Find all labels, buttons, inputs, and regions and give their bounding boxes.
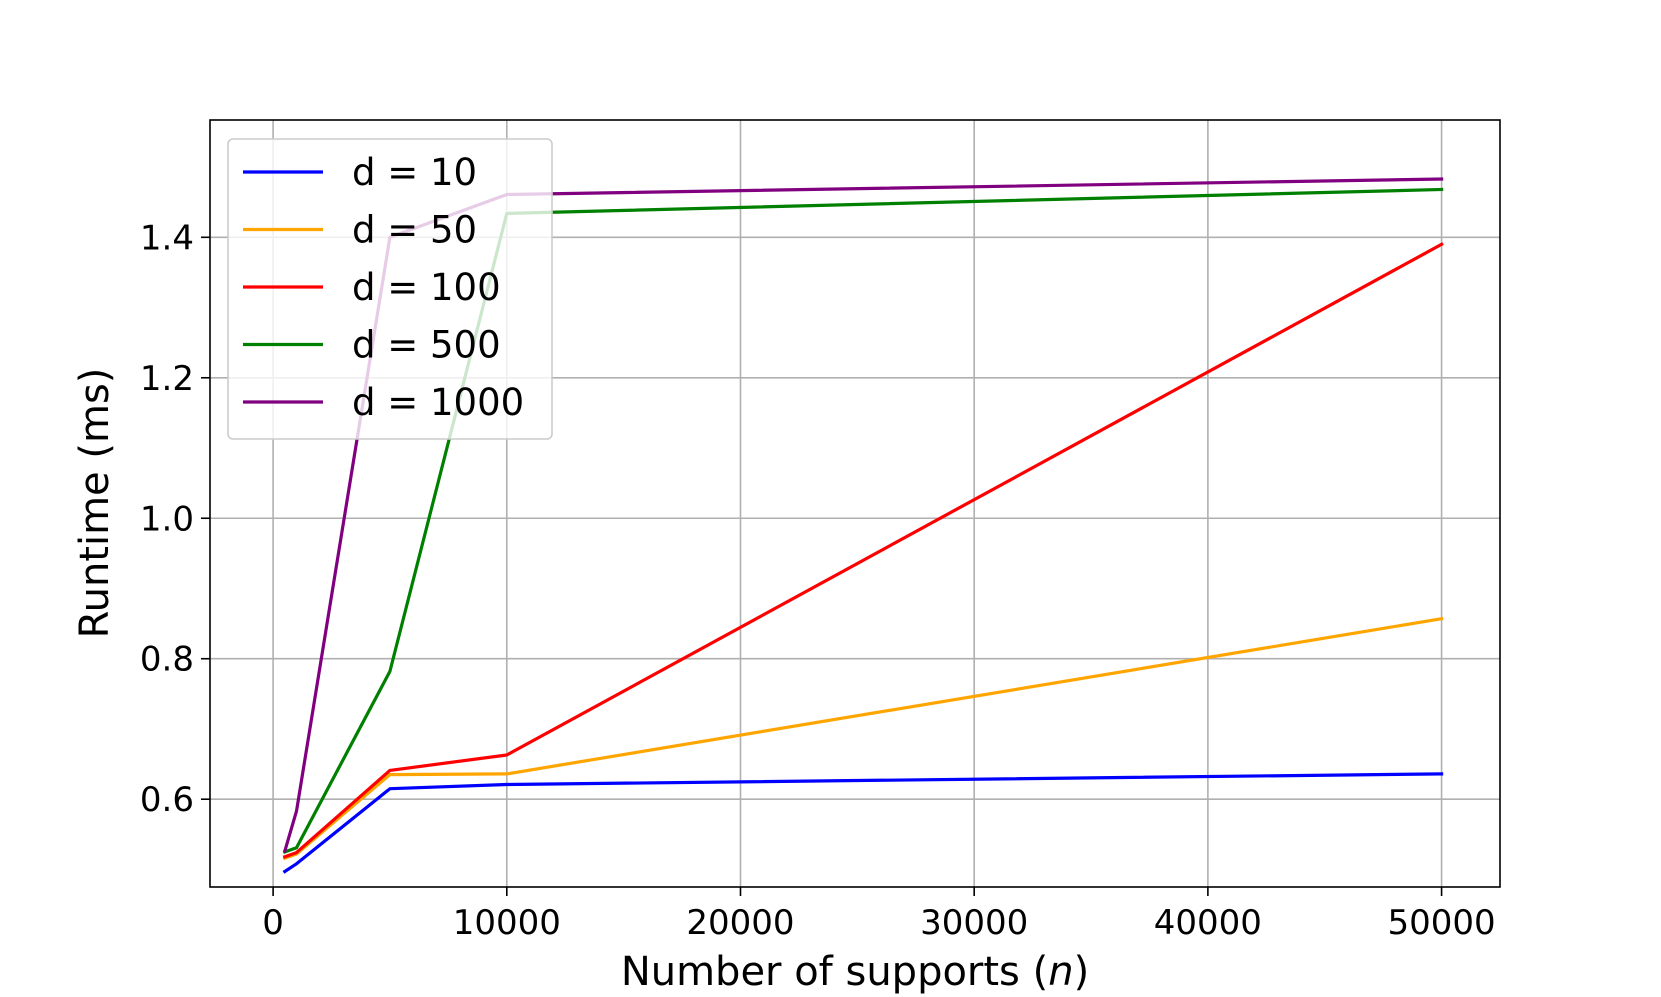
y-tick-label: 1.4 bbox=[140, 218, 194, 258]
x-tick-label: 40000 bbox=[1154, 903, 1262, 943]
legend-label: d = 1000 bbox=[352, 381, 524, 424]
series-line bbox=[282, 242, 1444, 859]
y-axis-ticks: 0.6 0.8 1.0 1.2 1.4 bbox=[140, 218, 210, 820]
series-lines bbox=[282, 177, 1444, 874]
plot-frame bbox=[209, 119, 1501, 888]
x-axis-label-close: ) bbox=[1074, 949, 1090, 995]
y-axis-label: Runtime (ms) bbox=[72, 368, 118, 639]
y-tick-label: 1.0 bbox=[140, 499, 194, 539]
x-tick-label: 0 bbox=[262, 903, 284, 943]
legend-label: d = 50 bbox=[352, 209, 477, 252]
x-axis-label-variable: n bbox=[1048, 949, 1073, 995]
legend-box bbox=[227, 138, 553, 440]
legend: d = 10 d = 50 d = 100 d = 500 d = 1000 bbox=[227, 138, 553, 440]
legend-label: d = 10 bbox=[352, 151, 477, 194]
x-axis-ticks: 0 10000 20000 30000 40000 50000 bbox=[262, 887, 1496, 943]
legend-label: d = 500 bbox=[352, 324, 501, 367]
y-tick-label: 0.8 bbox=[140, 640, 194, 680]
x-axis-label-text: Number of supports ( bbox=[621, 949, 1048, 995]
x-tick-label: 30000 bbox=[920, 903, 1028, 943]
x-axis-label: Number of supports (n) bbox=[621, 949, 1089, 995]
series-line bbox=[282, 187, 1444, 854]
grid bbox=[210, 120, 1500, 887]
x-tick-label: 50000 bbox=[1387, 903, 1495, 943]
x-tick-label: 10000 bbox=[453, 903, 561, 943]
y-tick-label: 0.6 bbox=[140, 780, 194, 820]
legend-items: d = 10 d = 50 d = 100 d = 500 d = 1000 bbox=[243, 151, 524, 424]
y-tick-label: 1.2 bbox=[140, 359, 194, 399]
series-line bbox=[282, 772, 1444, 874]
x-tick-label: 20000 bbox=[686, 903, 794, 943]
legend-label: d = 100 bbox=[352, 266, 501, 309]
